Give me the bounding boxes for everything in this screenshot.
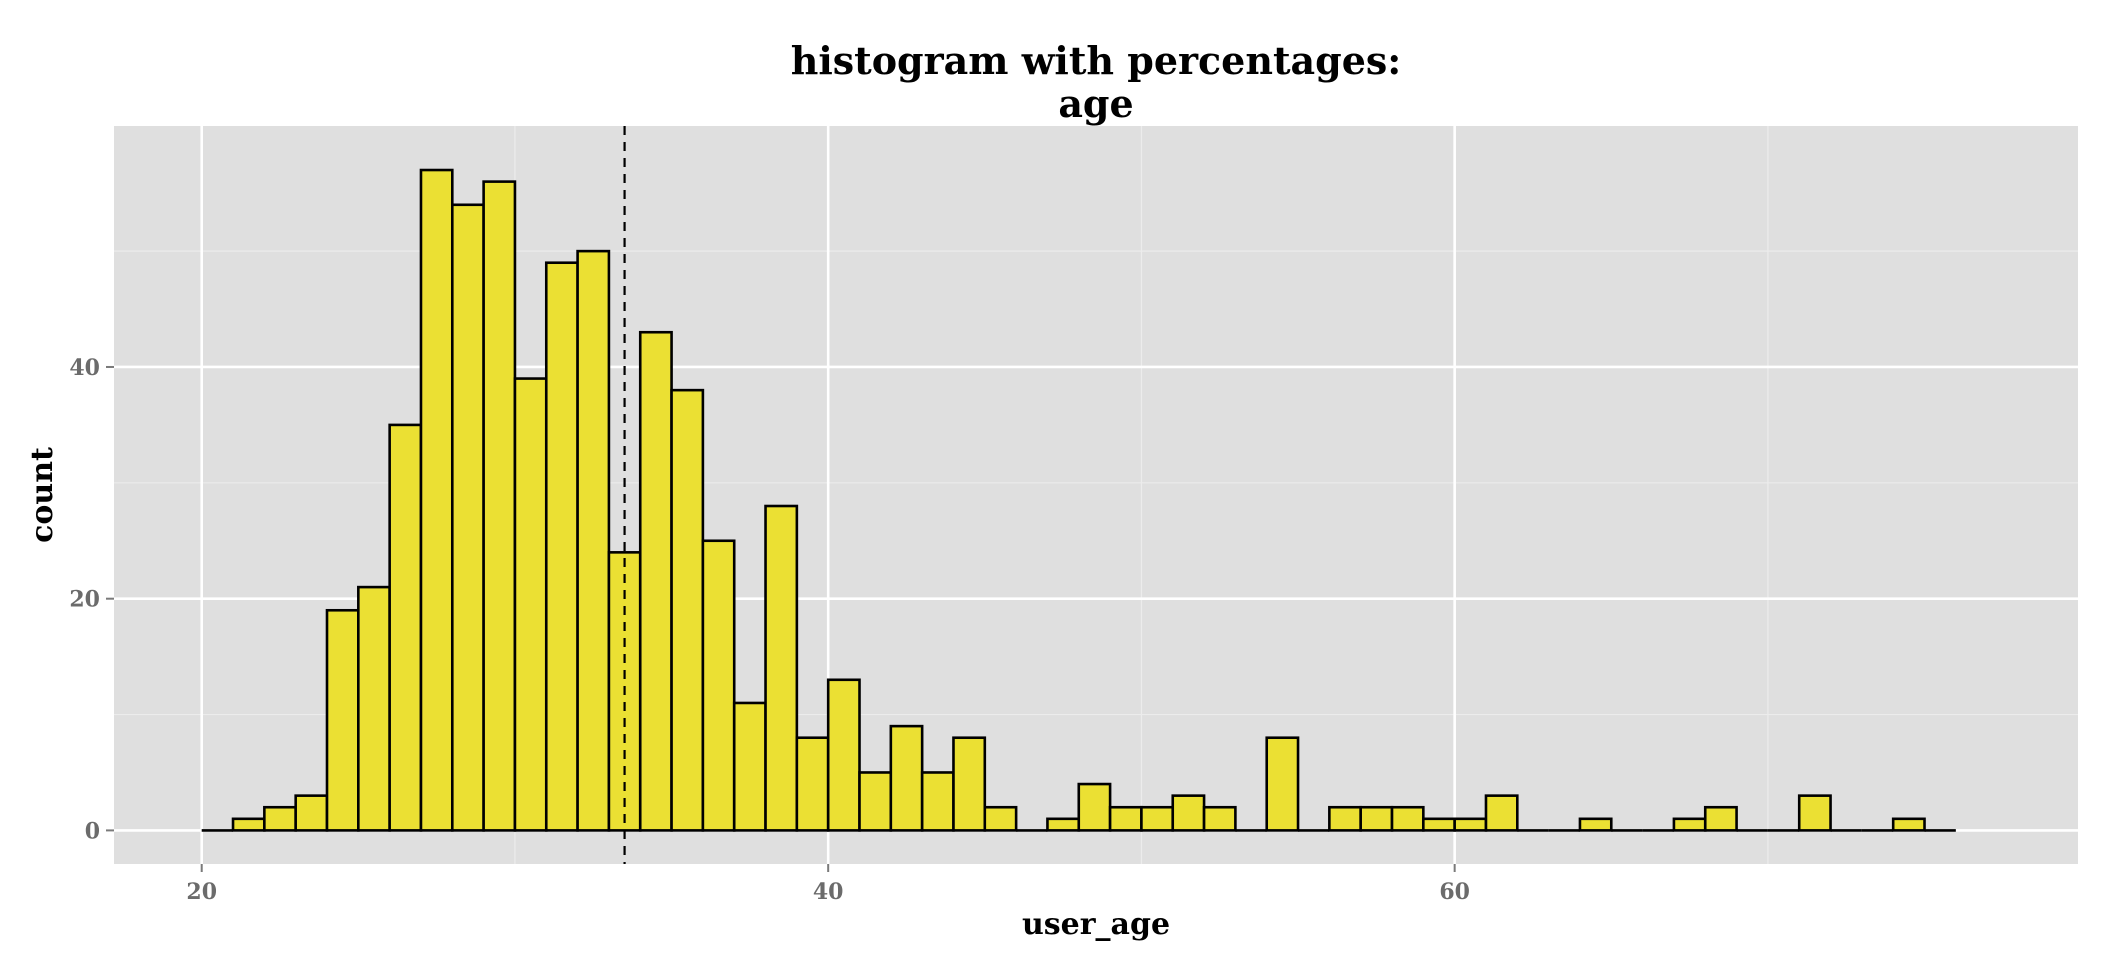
histogram-bar [1265,736,1300,832]
x-tick-label: 60 [1439,879,1470,905]
histogram-bar [263,805,297,832]
histogram-bar [576,249,611,832]
histogram-bar [357,585,391,832]
y-axis-title: count [25,447,60,543]
histogram-bar [983,805,1018,832]
histogram-bar [1891,817,1926,832]
histogram-bar [1578,817,1613,832]
histogram-bar [826,678,861,832]
histogram-bar [450,203,485,832]
axis-tick-labels: 20 40 60 0 20 40 [69,355,1470,905]
histogram-bar [858,771,893,832]
histogram-bar [1797,794,1832,832]
histogram-bar [231,817,266,832]
axis-ticks [106,365,1456,872]
histogram-bar [795,736,830,832]
histogram-bar [419,168,454,832]
histogram-bar [1046,817,1081,832]
histogram-bar [764,504,799,832]
histogram-bar [1422,817,1456,832]
histogram-bars [201,168,1956,832]
chart-title-line2: age [1058,81,1133,126]
chart-title-line1: histogram with percentages: [791,38,1402,83]
histogram-bar [1359,805,1394,832]
histogram-bar [1390,805,1425,832]
y-tick-label: 40 [69,355,100,381]
histogram-bar [1453,817,1488,832]
x-tick-label: 40 [813,879,844,905]
histogram-bar [889,724,924,832]
histogram-bar [952,736,987,832]
histogram-bar [1140,805,1175,832]
x-axis-title: user_age [1022,907,1170,942]
histogram-bar [920,771,955,832]
histogram-bar [388,423,423,832]
histogram-bar [701,539,736,832]
histogram-bar [482,180,517,832]
y-tick-label: 20 [69,587,100,613]
histogram-bar [294,794,329,832]
histogram-bar [1328,805,1362,832]
histogram-bar [1077,782,1112,832]
histogram-bar [325,608,360,832]
histogram-bar [513,377,548,832]
x-tick-label: 20 [186,879,217,905]
histogram-bar [1703,805,1738,832]
histogram-bar [1672,817,1707,832]
histogram-bar [638,330,673,832]
histogram-bar [670,388,705,832]
y-tick-label: 0 [85,818,100,844]
histogram-bar [1484,794,1519,832]
histogram-bar [1108,805,1143,832]
histogram-bar [732,701,767,832]
histogram-bar [544,261,579,832]
histogram-bar [1202,805,1237,832]
histogram-bar [1171,794,1206,832]
